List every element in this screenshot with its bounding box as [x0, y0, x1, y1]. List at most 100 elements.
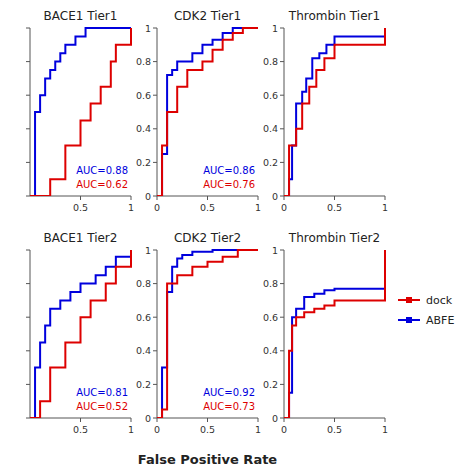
- panel: CDK2 Tier100.20.40.60.8100.51AUC=0.86AUC…: [136, 9, 261, 213]
- auc-annotation: AUC=0.73: [203, 401, 255, 412]
- y-tick: [26, 317, 30, 318]
- x-tick: [80, 418, 81, 422]
- auc-annotation: AUC=0.76: [203, 179, 255, 190]
- roc-step-line: [157, 28, 258, 196]
- roc-step-line: [157, 250, 258, 418]
- y-tick-label: 0.2: [263, 379, 278, 390]
- y-tick: [280, 61, 284, 62]
- x-tick: [284, 196, 285, 200]
- x-tick-label: 1: [255, 424, 261, 435]
- x-tick: [131, 196, 132, 200]
- y-tick-label: 1: [272, 245, 278, 256]
- panel-title: Thrombin Tier1: [288, 9, 380, 23]
- panel-title: BACE1 Tier1: [44, 9, 118, 23]
- x-axis-label: False Positive Rate: [138, 452, 278, 467]
- figure: BACE1 Tier10.51AUC=0.88AUC=0.62 CDK2 Tier…: [0, 0, 474, 474]
- panel: Thrombin Tier100.20.40.60.8100.51: [263, 9, 388, 213]
- roc-step-line: [30, 28, 131, 196]
- roc-step-line: [157, 28, 258, 196]
- y-tick-label: 0.2: [263, 157, 278, 168]
- x-tick: [131, 418, 132, 422]
- roc-step-line: [284, 250, 385, 418]
- roc-step-line: [30, 250, 131, 418]
- x-tick: [207, 196, 208, 200]
- y-axis-line: [30, 28, 31, 196]
- x-tick: [385, 418, 386, 422]
- x-tick: [157, 418, 158, 422]
- panel-title: Thrombin Tier2: [288, 231, 380, 245]
- x-tick: [80, 196, 81, 200]
- y-tick: [153, 95, 157, 96]
- x-tick-label: 1: [382, 202, 388, 213]
- y-tick-label: 0: [272, 191, 278, 202]
- y-tick: [26, 61, 30, 62]
- auc-annotation: AUC=0.92: [203, 387, 255, 398]
- plot-area: [284, 250, 385, 418]
- x-tick: [207, 418, 208, 422]
- y-tick: [280, 28, 284, 29]
- x-tick-label: 0.5: [200, 424, 215, 435]
- y-tick-label: 0: [145, 413, 151, 424]
- x-tick: [334, 418, 335, 422]
- x-tick: [157, 196, 158, 200]
- y-tick: [26, 196, 30, 197]
- y-tick-label: 0.8: [263, 56, 278, 67]
- y-tick: [26, 162, 30, 163]
- y-tick-label: 0.8: [136, 56, 151, 67]
- plot-area: [30, 250, 131, 418]
- x-tick-label: 0: [281, 202, 287, 213]
- y-axis-line: [284, 28, 285, 196]
- plot-area: [157, 250, 258, 418]
- roc-step-line: [30, 250, 131, 418]
- y-tick: [26, 418, 30, 419]
- y-tick: [153, 350, 157, 351]
- y-tick: [280, 162, 284, 163]
- y-tick-label: 0.8: [136, 278, 151, 289]
- plot-area: [30, 28, 131, 196]
- legend-marker: [406, 317, 412, 323]
- y-tick: [280, 350, 284, 351]
- y-tick: [153, 28, 157, 29]
- panel-title: CDK2 Tier2: [174, 231, 241, 245]
- y-tick-label: 0: [145, 191, 151, 202]
- roc-step-line: [284, 28, 385, 196]
- panel: BACE1 Tier10.51AUC=0.88AUC=0.62: [26, 9, 134, 213]
- y-tick: [26, 384, 30, 385]
- legend-label: dock: [426, 294, 453, 307]
- roc-step-line: [157, 250, 258, 418]
- y-tick-label: 0.8: [263, 278, 278, 289]
- y-tick: [280, 196, 284, 197]
- x-tick: [385, 196, 386, 200]
- y-axis-line: [157, 250, 158, 418]
- y-axis-line: [157, 28, 158, 196]
- y-tick: [26, 283, 30, 284]
- panel-title: CDK2 Tier1: [174, 9, 241, 23]
- x-tick: [258, 196, 259, 200]
- x-tick-label: 0.5: [327, 202, 342, 213]
- x-tick: [284, 418, 285, 422]
- x-tick-label: 1: [128, 424, 134, 435]
- panel: BACE1 Tier20.51AUC=0.81AUC=0.52: [26, 231, 134, 435]
- auc-annotation: AUC=0.88: [76, 165, 128, 176]
- x-tick: [258, 418, 259, 422]
- roc-step-line: [284, 250, 385, 418]
- y-tick-label: 1: [145, 245, 151, 256]
- y-tick-label: 0.2: [136, 379, 151, 390]
- y-tick-label: 1: [272, 23, 278, 34]
- x-tick-label: 0.5: [73, 424, 88, 435]
- x-tick-label: 0: [281, 424, 287, 435]
- panel: Thrombin Tier200.20.40.60.8100.51: [263, 231, 388, 435]
- y-tick: [280, 283, 284, 284]
- y-tick-label: 0.6: [263, 90, 278, 101]
- roc-step-line: [284, 28, 385, 196]
- y-tick: [280, 418, 284, 419]
- y-tick: [26, 350, 30, 351]
- y-tick: [153, 250, 157, 251]
- y-tick: [153, 61, 157, 62]
- y-tick: [153, 162, 157, 163]
- y-tick: [26, 28, 30, 29]
- y-tick-label: 0.4: [263, 345, 278, 356]
- auc-annotation: AUC=0.86: [203, 165, 255, 176]
- y-tick: [26, 128, 30, 129]
- roc-step-line: [30, 28, 131, 196]
